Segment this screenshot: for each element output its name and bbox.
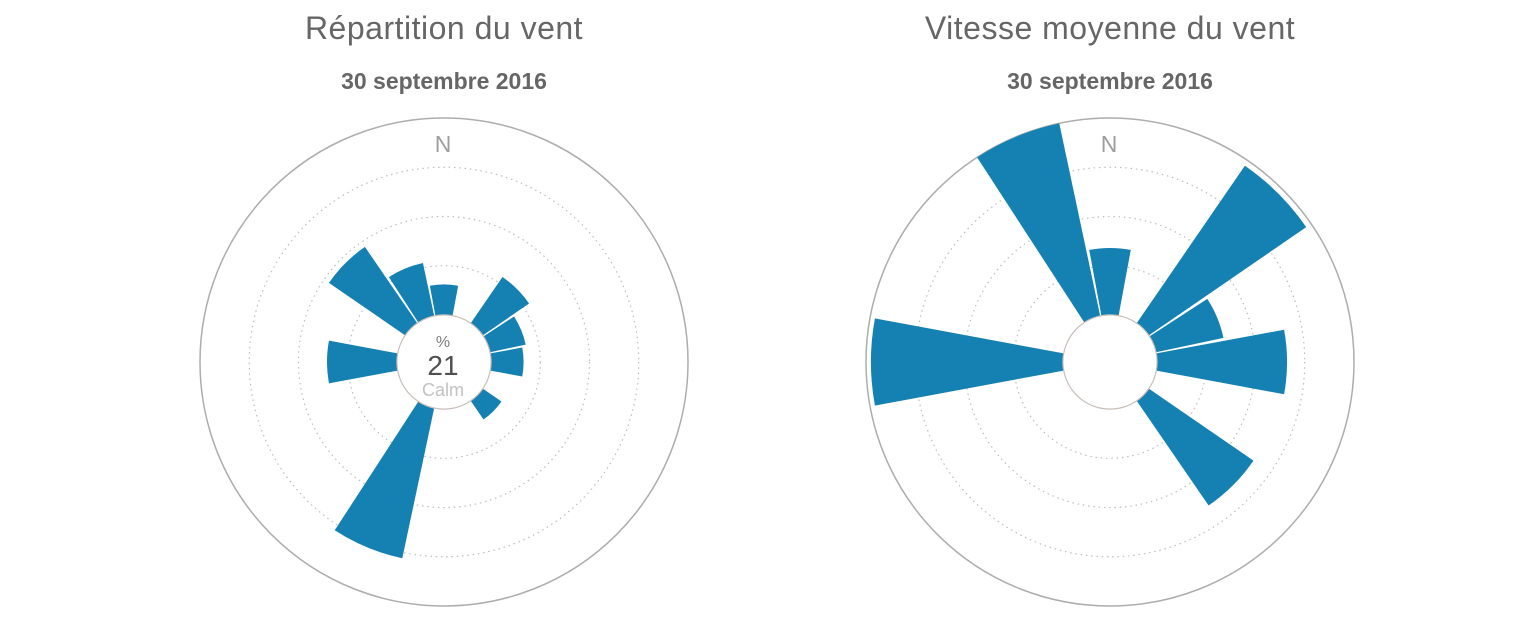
chart-title: Répartition du vent	[304, 10, 584, 46]
outer-ring	[865, 117, 1355, 607]
wind-sector-E	[1156, 329, 1288, 395]
calm-hole	[1062, 314, 1158, 410]
wind-sector-SE	[470, 388, 502, 420]
wind-sector-ENE	[1149, 298, 1224, 353]
wind-sector-NE	[470, 276, 530, 336]
outer-ring	[199, 117, 689, 607]
north-label: N	[435, 131, 452, 157]
windrose-geometry	[199, 117, 689, 607]
calm-label: Calm	[422, 380, 464, 400]
wind-sector-E	[490, 347, 524, 377]
chart-subtitle: 30 septembre 2016	[1007, 68, 1213, 94]
calm-hole	[396, 314, 492, 410]
wind-speed-chart: Vitesse moyenne du vent 30 septembre 201…	[860, 0, 1360, 620]
wind-sector-ENE	[483, 316, 526, 353]
wind-sector-NNW	[388, 262, 435, 323]
wind-sector-NW	[328, 246, 418, 336]
windrose-plot: N % 21 Calm	[199, 117, 689, 607]
wind-distribution-chart: Répartition du vent 30 septembre 2016 N …	[194, 0, 694, 620]
calm-value: 21	[427, 350, 458, 381]
wind-sector-N	[429, 284, 459, 316]
chart-subtitle: 30 septembre 2016	[341, 68, 547, 94]
windrose-geometry	[865, 117, 1355, 607]
chart-title: Vitesse moyenne du vent	[924, 10, 1296, 46]
wind-sector-W	[327, 340, 398, 384]
wind-sector-NNW	[977, 123, 1101, 323]
calm-unit-label: %	[436, 334, 450, 351]
wind-sector-W	[870, 318, 1064, 406]
grid-ring	[914, 166, 1306, 558]
wind-sector-N	[1089, 247, 1131, 316]
wind-sector-SSW	[334, 401, 435, 559]
wind-sector-NE	[1136, 165, 1307, 336]
north-label: N	[1101, 131, 1118, 157]
calm-center-text: % 21 Calm	[422, 334, 464, 400]
grid-ring	[248, 166, 640, 558]
grid-ring	[297, 215, 591, 509]
windrose-plot: N	[865, 117, 1355, 607]
wind-sector-SE	[1136, 388, 1254, 506]
